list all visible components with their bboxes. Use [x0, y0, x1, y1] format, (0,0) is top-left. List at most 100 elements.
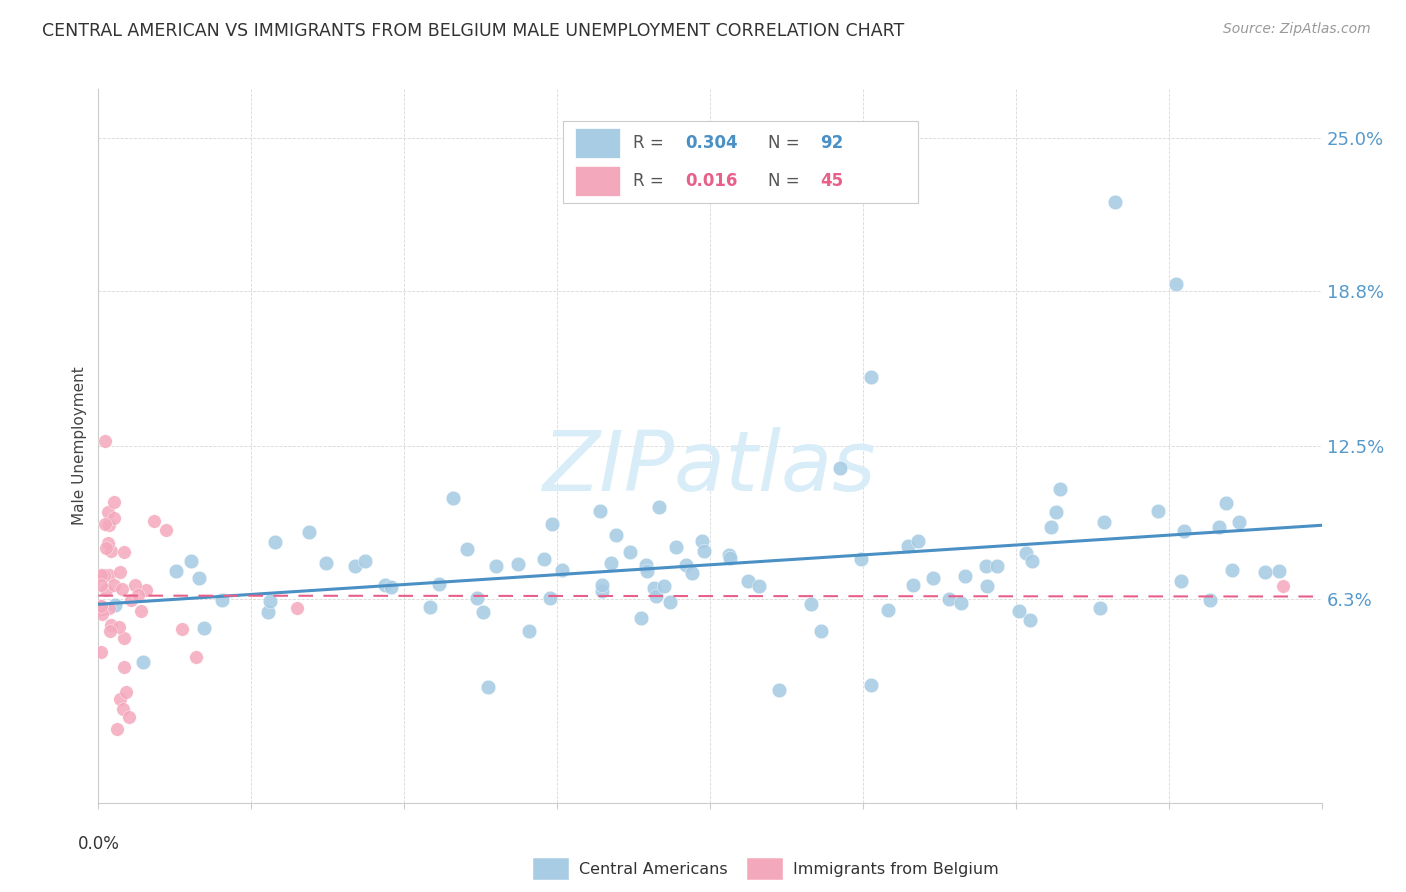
Point: [111, 702, 134, 716]
Point: [93, 568, 115, 582]
Point: [828, 461, 851, 475]
Point: [112, 660, 135, 674]
Point: [184, 649, 207, 664]
Point: [810, 624, 832, 639]
Point: [441, 491, 464, 505]
Point: [1008, 604, 1031, 618]
Point: [508, 557, 530, 571]
Point: [132, 655, 155, 669]
Point: [690, 533, 713, 548]
Point: [718, 550, 741, 565]
Point: [1094, 515, 1116, 529]
Point: [193, 621, 215, 635]
Point: [127, 588, 149, 602]
Point: [259, 594, 281, 608]
Point: [619, 545, 641, 559]
Point: [1021, 554, 1043, 568]
Point: [211, 592, 233, 607]
Point: [285, 601, 308, 615]
Point: [98, 567, 121, 582]
Point: [955, 568, 977, 582]
Point: [1254, 565, 1277, 579]
Point: [374, 578, 396, 592]
Point: [124, 577, 146, 591]
Point: [1208, 520, 1230, 534]
Point: [172, 623, 194, 637]
Point: [419, 600, 441, 615]
Point: [98, 624, 121, 639]
Point: [90, 599, 112, 613]
Point: [1049, 482, 1071, 496]
Point: [1268, 565, 1291, 579]
Point: [165, 564, 187, 578]
Point: [605, 527, 627, 541]
Point: [800, 597, 823, 611]
Point: [129, 604, 152, 618]
Point: [938, 591, 960, 606]
FancyBboxPatch shape: [533, 858, 569, 880]
Point: [737, 574, 759, 588]
Point: [104, 598, 127, 612]
Point: [112, 631, 135, 645]
Point: [103, 495, 125, 509]
Point: [903, 578, 925, 592]
Point: [591, 584, 613, 599]
Point: [717, 548, 740, 562]
Point: [105, 722, 128, 736]
Point: [477, 680, 499, 694]
Point: [876, 603, 898, 617]
Point: [112, 545, 135, 559]
Point: [257, 605, 280, 619]
Point: [1170, 574, 1192, 588]
Point: [658, 595, 681, 609]
Point: [538, 591, 561, 605]
Point: [103, 511, 125, 525]
Point: [645, 589, 668, 603]
Text: N =: N =: [768, 134, 804, 152]
Point: [343, 558, 366, 573]
Point: [907, 533, 929, 548]
Point: [1272, 579, 1295, 593]
Point: [533, 552, 555, 566]
Point: [155, 524, 177, 538]
FancyBboxPatch shape: [575, 166, 620, 196]
Text: Source: ZipAtlas.com: Source: ZipAtlas.com: [1223, 22, 1371, 37]
Point: [120, 593, 142, 607]
Point: [100, 543, 122, 558]
Point: [859, 370, 882, 384]
Text: 92: 92: [820, 134, 844, 152]
Text: 0.304: 0.304: [686, 134, 738, 152]
Point: [472, 605, 495, 619]
Point: [1166, 277, 1188, 291]
Point: [643, 581, 665, 595]
FancyBboxPatch shape: [564, 121, 918, 203]
Point: [97, 536, 120, 550]
Point: [118, 709, 141, 723]
Text: R =: R =: [633, 171, 669, 189]
Text: Central Americans: Central Americans: [579, 862, 728, 877]
Point: [90, 578, 112, 592]
Point: [94, 541, 117, 555]
Point: [108, 620, 131, 634]
Point: [93, 434, 115, 448]
Point: [648, 500, 671, 514]
Text: 45: 45: [820, 171, 844, 189]
Point: [108, 565, 131, 579]
Point: [97, 601, 120, 615]
Point: [1215, 496, 1237, 510]
Point: [93, 516, 115, 531]
Point: [115, 685, 138, 699]
Point: [90, 645, 112, 659]
Point: [849, 551, 872, 566]
Point: [380, 580, 402, 594]
Point: [142, 514, 165, 528]
Point: [897, 539, 920, 553]
Point: [467, 591, 489, 605]
Point: [1227, 515, 1250, 529]
Point: [91, 602, 114, 616]
FancyBboxPatch shape: [575, 128, 620, 159]
Point: [111, 582, 134, 596]
Text: CENTRAL AMERICAN VS IMMIGRANTS FROM BELGIUM MALE UNEMPLOYMENT CORRELATION CHART: CENTRAL AMERICAN VS IMMIGRANTS FROM BELG…: [42, 22, 904, 40]
Point: [517, 624, 540, 638]
Point: [1045, 505, 1067, 519]
